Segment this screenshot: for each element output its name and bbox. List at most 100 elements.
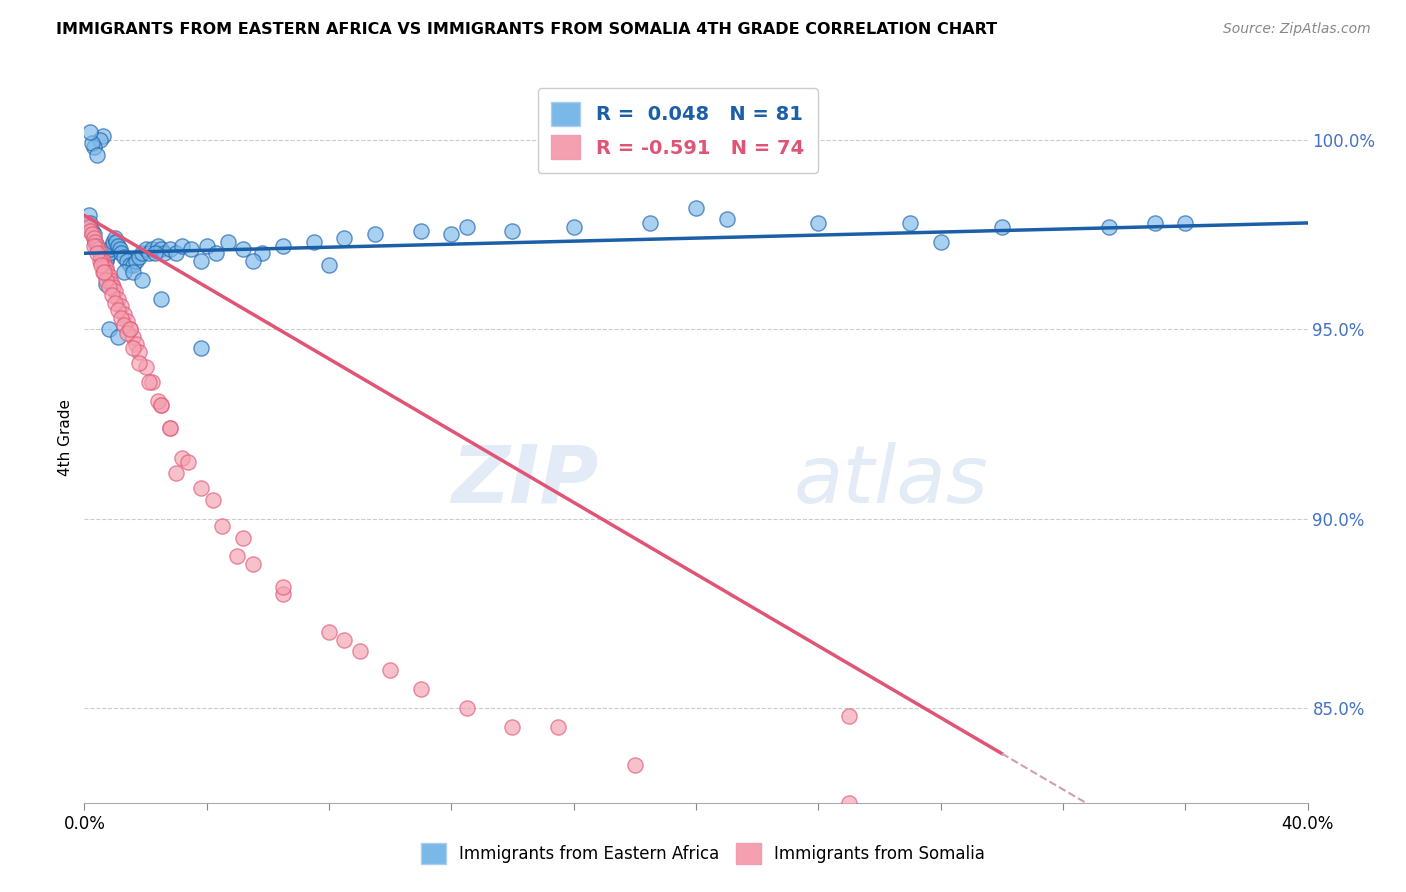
Point [159, 243, 181, 257]
Point [128, 250, 150, 264]
Point [83, 227, 105, 242]
Point [107, 303, 129, 318]
Point [153, 246, 176, 260]
Point [101, 277, 124, 291]
Point [83, 231, 105, 245]
Point [107, 238, 129, 252]
Point [190, 341, 212, 355]
Text: ZIP: ZIP [451, 442, 598, 520]
Point [159, 420, 181, 434]
Point [242, 557, 264, 571]
Point [91, 253, 114, 268]
Point [502, 223, 524, 237]
Point [364, 227, 387, 242]
Point [93, 265, 115, 279]
Point [380, 663, 402, 677]
Point [80, 136, 103, 151]
Point [104, 295, 127, 310]
Point [91, 253, 114, 268]
Point [232, 531, 254, 545]
Point [87, 243, 110, 257]
Legend: Immigrants from Eastern Africa, Immigrants from Somalia: Immigrants from Eastern Africa, Immigran… [415, 837, 991, 871]
Point [87, 243, 110, 257]
Point [149, 292, 172, 306]
Point [128, 356, 150, 370]
Point [104, 284, 127, 298]
Point [97, 268, 120, 283]
Point [456, 219, 478, 234]
Point [112, 250, 135, 264]
Point [271, 238, 294, 252]
Point [104, 231, 127, 245]
Point [115, 253, 138, 268]
Point [1098, 219, 1121, 234]
Point [409, 682, 432, 697]
Point [226, 549, 249, 564]
Point [165, 246, 187, 260]
Point [180, 243, 202, 257]
Point [120, 258, 142, 272]
Point [90, 250, 112, 264]
Point [349, 644, 371, 658]
Point [101, 288, 124, 302]
Point [110, 246, 132, 260]
Point [94, 261, 117, 276]
Point [128, 344, 150, 359]
Point [110, 299, 132, 313]
Point [107, 292, 129, 306]
Point [159, 420, 181, 434]
Point [83, 140, 105, 154]
Point [91, 265, 114, 279]
Point [90, 250, 112, 264]
Point [172, 238, 194, 252]
Point [195, 238, 218, 252]
Point [205, 246, 228, 260]
Point [107, 329, 129, 343]
Point [77, 208, 100, 222]
Point [250, 246, 273, 260]
Point [86, 238, 108, 252]
Point [562, 219, 585, 234]
Text: atlas: atlas [794, 442, 988, 520]
Point [97, 322, 120, 336]
Point [138, 375, 160, 389]
Point [94, 277, 117, 291]
Point [638, 216, 661, 230]
Point [409, 223, 432, 237]
Point [333, 231, 356, 245]
Point [122, 258, 145, 272]
Point [146, 394, 169, 409]
Point [90, 258, 112, 272]
Point [122, 329, 145, 343]
Point [84, 235, 107, 249]
Point [149, 243, 172, 257]
Point [440, 227, 463, 242]
Point [242, 253, 264, 268]
Point [190, 481, 212, 495]
Point [115, 326, 138, 340]
Point [120, 322, 142, 336]
Point [89, 246, 111, 260]
Point [76, 216, 98, 230]
Point [84, 235, 107, 249]
Point [232, 243, 254, 257]
Point [108, 243, 131, 257]
Point [318, 258, 340, 272]
Point [79, 223, 101, 237]
Point [141, 243, 163, 257]
Point [211, 519, 233, 533]
Point [105, 235, 128, 249]
Point [103, 235, 125, 249]
Point [149, 398, 172, 412]
Point [77, 219, 100, 234]
Point [80, 227, 103, 242]
Point [165, 466, 187, 480]
Point [112, 265, 135, 279]
Point [79, 216, 101, 230]
Point [685, 201, 707, 215]
Point [190, 253, 212, 268]
Point [135, 359, 157, 374]
Point [201, 492, 224, 507]
Point [110, 310, 132, 325]
Point [624, 758, 647, 772]
